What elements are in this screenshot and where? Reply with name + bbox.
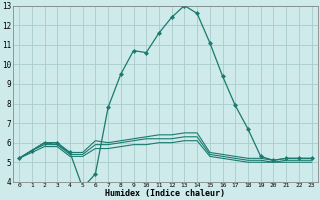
X-axis label: Humidex (Indice chaleur): Humidex (Indice chaleur) (105, 189, 225, 198)
